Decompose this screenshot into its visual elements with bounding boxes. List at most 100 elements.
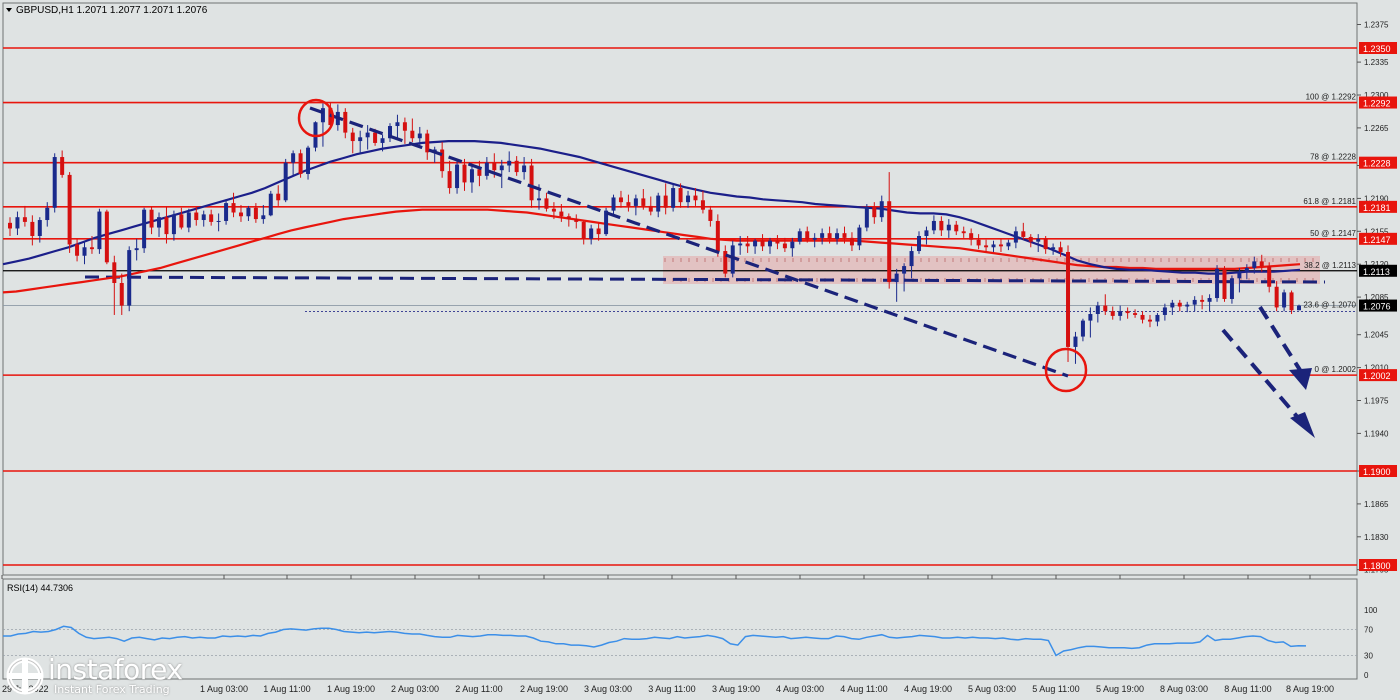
time-tick-label: 5 Aug 03:00 [968,684,1016,694]
candle-body [745,243,750,247]
candle-body [1222,268,1227,299]
candle-body [574,219,579,222]
rsi-header: RSI(14) 44.7306 [7,583,73,593]
price-tick-label: 1.2335 [1364,58,1389,67]
time-tick-label: 1 Aug 03:00 [200,684,248,694]
candle-body [633,198,638,206]
candle-body [462,164,467,183]
price-tick-label: 1.1865 [1364,500,1389,509]
time-tick-label: 2 Aug 03:00 [391,684,439,694]
candle-body [276,193,281,201]
candle-body [686,195,691,203]
fib-label: 23.6 @ 1.2070 [1303,301,1356,310]
price-tick-label: 1.2155 [1364,227,1389,236]
level-price-tag [1359,42,1397,54]
fib-label: 61.8 @ 1.2181 [1303,197,1356,206]
candle-body [864,206,869,228]
candle-body [1162,307,1167,315]
candle-body [1066,251,1071,347]
time-axis: 29 Jul 2022 1 Aug 03:00 1 Aug 11:00 1 Aug 1… [1,575,1334,694]
candle-body [60,157,65,175]
candle-body [894,273,899,283]
rsi-pane-frame [2,578,1358,680]
candle-body [216,220,221,222]
time-tick-label: 3 Aug 19:00 [712,684,760,694]
candle-body [291,153,296,163]
candle-body [127,250,132,306]
candle-body [700,200,705,210]
candle-body [1103,305,1108,312]
level-price-label: 1.2181 [1363,203,1391,213]
time-tick-label: 8 Aug 19:00 [1286,684,1334,694]
price-labels: 1.2350 1.2292 100 @ 1.2292 1.2228 78 @ 1.222… [1303,42,1397,571]
level-price-label: 1.1800 [1363,561,1391,571]
candle-body [238,212,243,217]
candle-body [1185,304,1190,307]
swing-high-circle [297,98,335,138]
candle-body [976,239,981,246]
candle-body [52,157,57,208]
candle-body [1118,311,1123,316]
candle-body [753,240,758,247]
rsi-tick-label: 0 [1364,671,1369,680]
time-tick-label: 2 Aug 11:00 [455,684,502,694]
candle-body [1289,292,1294,311]
fib-label: 0 @ 1.2002 [1315,365,1357,374]
candle-body [499,165,504,171]
collapse-triangle-icon[interactable] [6,8,12,12]
candle-body [194,212,199,221]
level-price-label: 1.2350 [1363,44,1391,54]
candle-body [477,169,482,176]
candle-body [1200,299,1205,302]
candle-body [581,221,586,239]
candle-body [514,160,519,173]
candle-body [611,197,616,211]
candle-body [171,214,176,235]
candle-body [358,137,363,142]
level-price-tag [1359,369,1397,382]
candle-body [1006,242,1011,247]
candle-body [1207,298,1212,302]
symbol-header: GBPUSD,H1 1.2071 1.2077 1.2071 1.2076 [16,5,208,16]
candle-body [961,231,966,234]
candle-body [1252,261,1257,268]
time-tick-label: 5 Aug 11:00 [1032,684,1079,694]
fib-label: 38.2 @ 1.2113 [1304,261,1357,270]
price-tick-label: 1.2190 [1364,194,1389,203]
logo-mark-icon [6,657,44,695]
candle-body [1259,261,1264,267]
candle-body [1073,336,1078,347]
candle-body [715,220,720,252]
candle-body [626,202,631,206]
price-tick-label: 1.1975 [1364,397,1389,406]
logo-name: instaforex [48,653,183,686]
candle-body [1088,314,1093,321]
candle-body [641,198,646,206]
price-tick-label: 1.1940 [1364,429,1389,438]
candle-body [723,251,728,274]
candle-body [879,201,884,218]
bearish-trendline [309,106,1069,378]
candle-body [1192,299,1197,305]
candle-body [1013,231,1018,243]
candle-body [812,237,817,240]
current-price-label: 1.2076 [1363,302,1391,312]
price-pane-frame [2,2,1358,576]
candle-body [931,220,936,231]
level-price-label: 1.2147 [1363,235,1391,245]
candle-body [164,217,169,235]
candle-body [469,169,474,183]
instaforex-logo: instaforex Instant Forex Trading [6,653,183,696]
level-price-tag [1359,156,1397,169]
candle-body [671,188,676,208]
candle-body [887,201,892,283]
candle-body [455,164,460,189]
bearish-arrow-head [1290,412,1315,438]
candle-body [656,195,661,212]
candle-body [984,245,989,248]
price-tick-label: 1.2010 [1364,364,1389,373]
candle-body [1133,313,1138,315]
candle-body [760,240,765,247]
support-dashed-line [84,275,1326,284]
